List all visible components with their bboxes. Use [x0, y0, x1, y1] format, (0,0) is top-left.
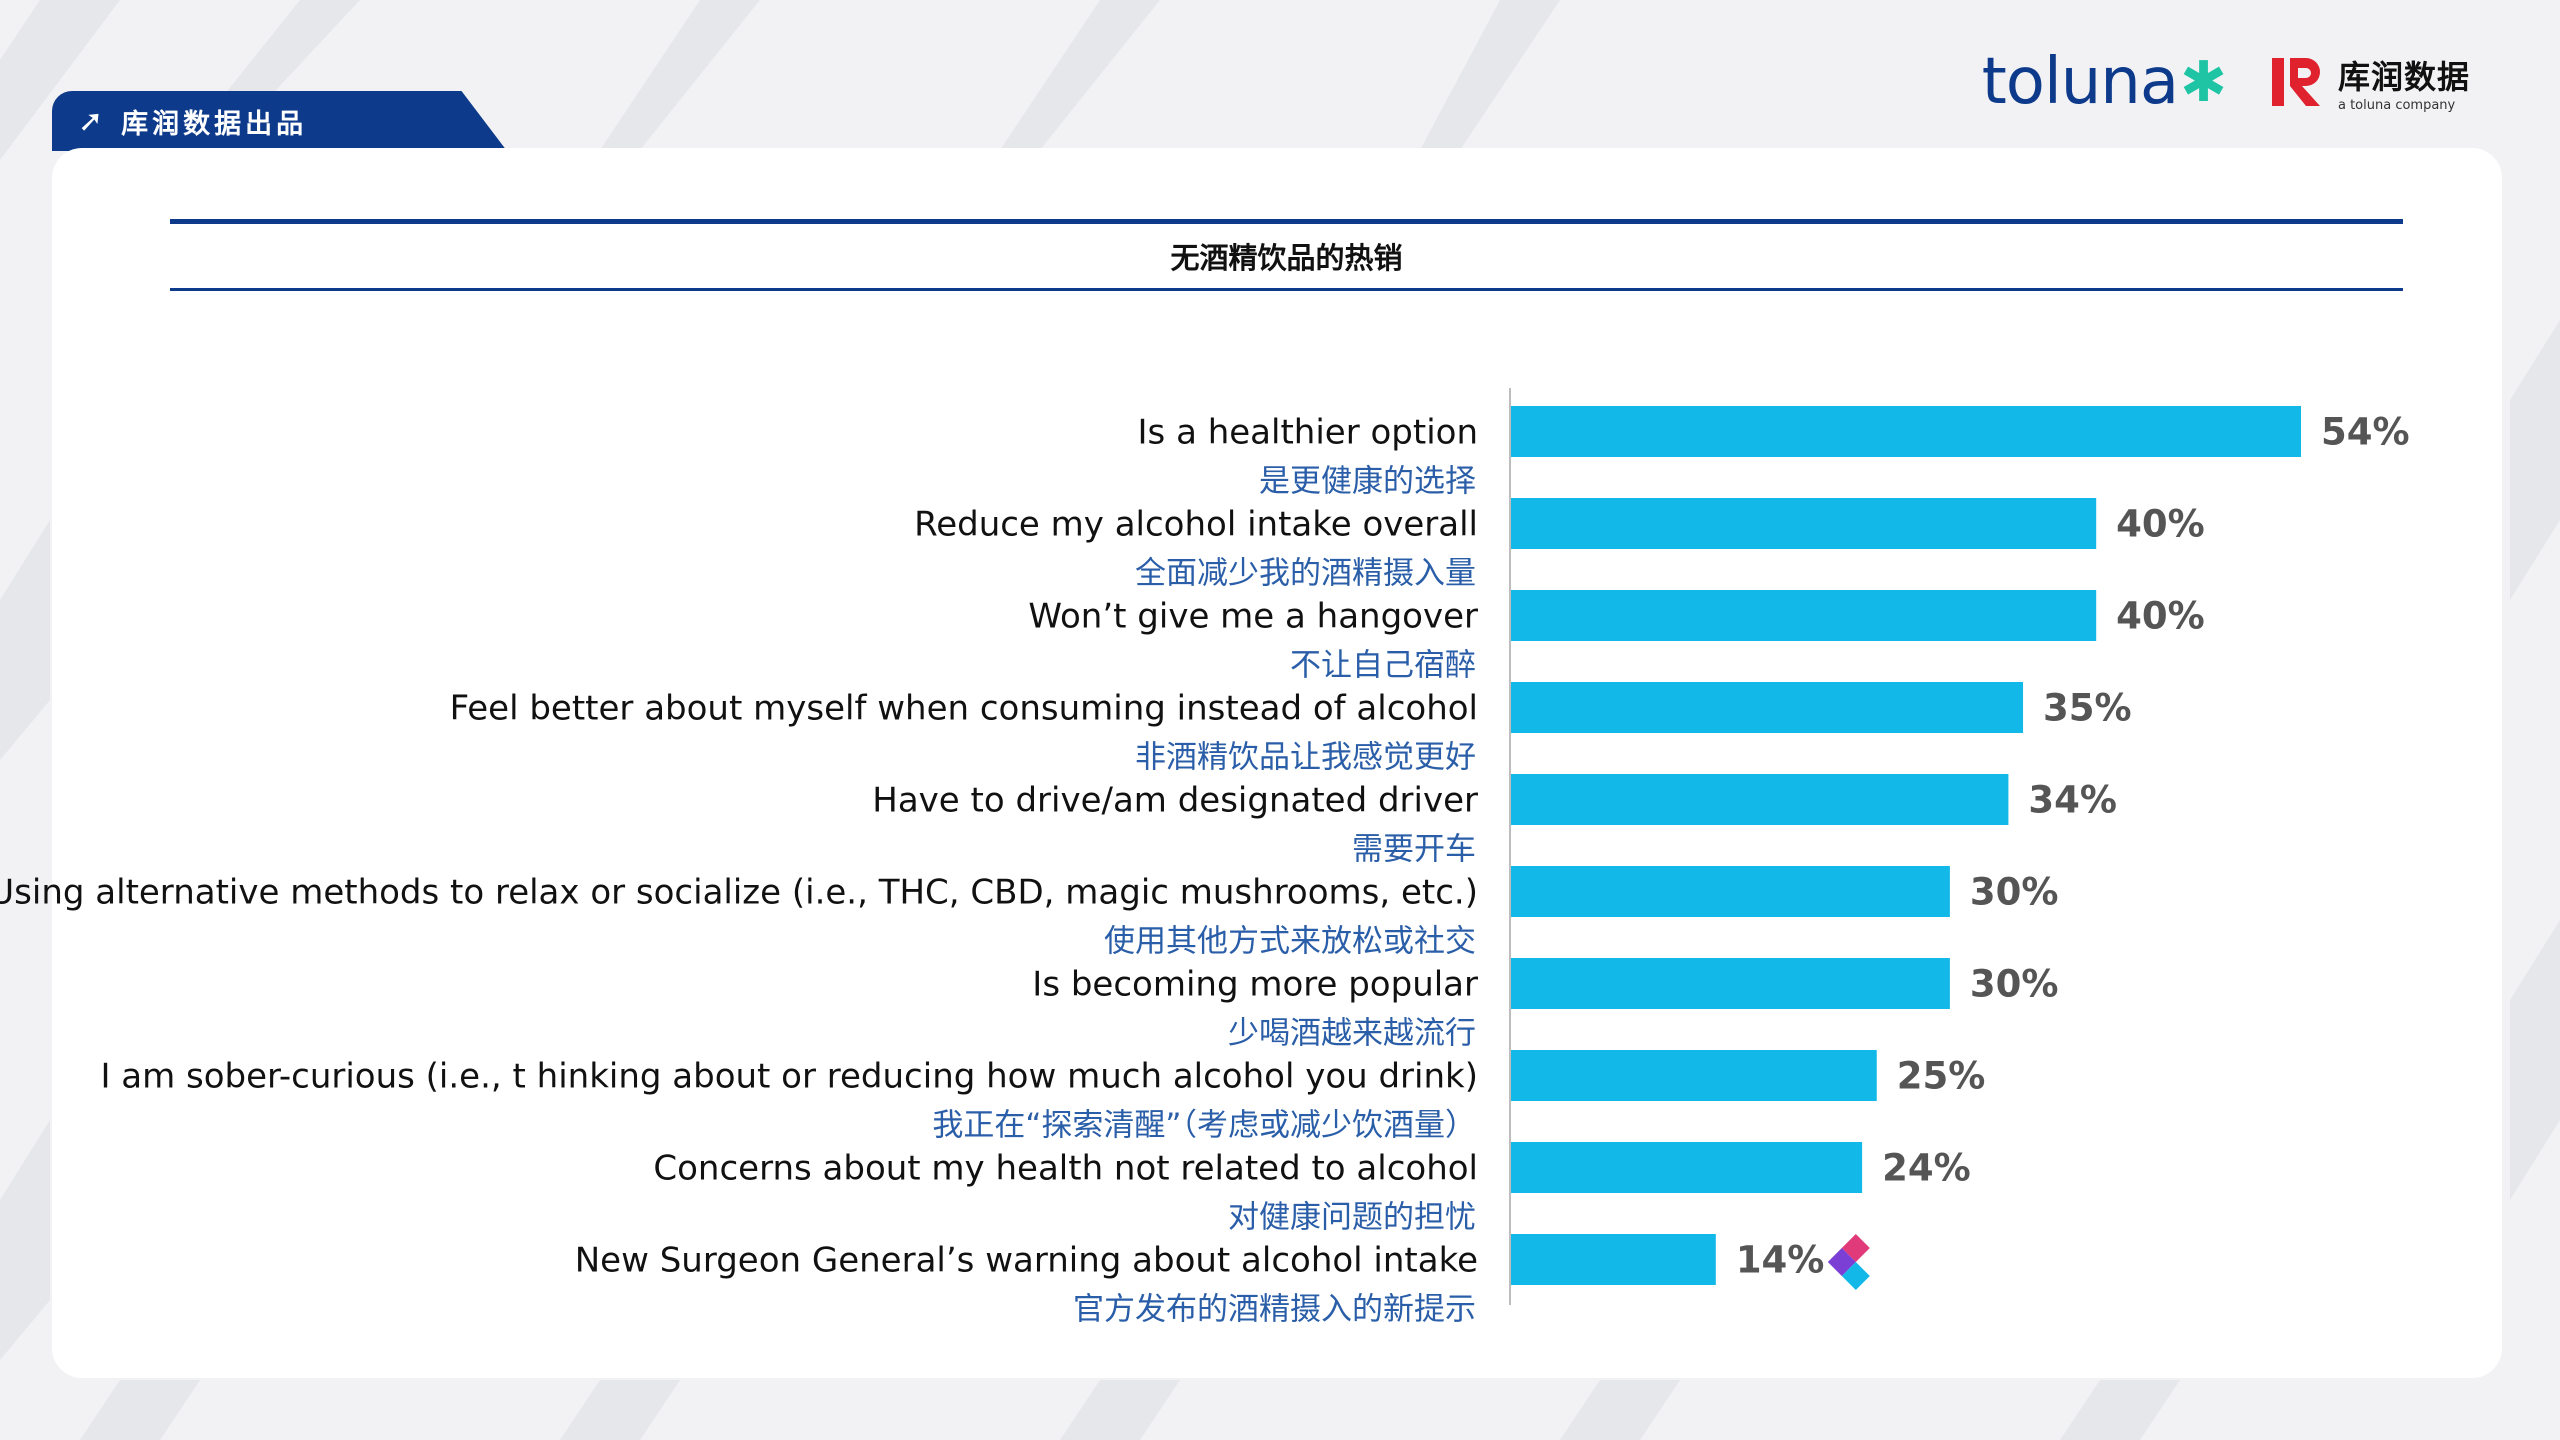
content-card	[52, 148, 2502, 1378]
data-label: 35%	[2043, 687, 2132, 730]
data-label: 34%	[2028, 779, 2117, 822]
toluna-wordmark: toluna	[1981, 45, 2179, 119]
tab-label: 库润数据出品	[121, 108, 308, 140]
category-label-cn: 官方发布的酒精摄入的新提示	[1073, 1292, 1476, 1328]
category-label: Feel better about myself when consuming …	[450, 689, 1478, 729]
category-label-cn: 对健康问题的担忧	[1228, 1200, 1476, 1236]
bar	[1511, 498, 2097, 549]
highlight-diamond-icon	[1827, 1234, 1870, 1290]
chart-title: 无酒精饮品的热销	[170, 219, 2403, 291]
category-label-cn: 非酒精饮品让我感觉更好	[1135, 740, 1476, 776]
toluna-logo: toluna ✱	[1981, 45, 2227, 119]
data-label: 40%	[2116, 595, 2205, 638]
bar	[1511, 682, 2024, 733]
asterisk-icon: ✱	[2180, 49, 2227, 115]
kr-wordmark: 库润数据	[2337, 57, 2470, 96]
category-label: Concerns about my health not related to …	[653, 1149, 1478, 1189]
category-label-cn: 需要开车	[1352, 832, 1476, 868]
category-label: Won’t give me a hangover	[1028, 597, 1478, 637]
data-label: 25%	[1897, 1055, 1986, 1098]
category-label: Using alternative methods to relax or so…	[0, 873, 1478, 913]
data-label: 24%	[1882, 1147, 1971, 1190]
data-label: 40%	[2116, 503, 2205, 546]
category-label: Reduce my alcohol intake overall	[914, 505, 1478, 545]
bar	[1511, 774, 2009, 825]
category-label: Is a healthier option	[1138, 413, 1478, 453]
arrow-icon: ➚	[78, 103, 104, 139]
bar	[1511, 590, 2097, 641]
category-label: I am sober-curious (i.e., t hinking abou…	[100, 1057, 1478, 1097]
kr-logo: 库润数据 a toluna company	[2268, 52, 2470, 113]
category-label: New Surgeon General’s warning about alco…	[575, 1241, 1478, 1281]
kr-mark-icon	[2271, 58, 2320, 106]
category-label-cn: 是更健康的选择	[1259, 464, 1476, 500]
bar	[1511, 958, 1950, 1009]
data-label: 30%	[1970, 963, 2059, 1006]
bar	[1511, 406, 2301, 457]
category-label-cn: 不让自己宿醉	[1290, 648, 1476, 684]
bar	[1511, 1234, 1716, 1285]
category-label-cn: 少喝酒越来越流行	[1228, 1016, 1476, 1052]
bar	[1511, 1142, 1863, 1193]
category-label-cn: 我正在“探索清醒”（考虑或减少饮酒量）	[932, 1108, 1476, 1144]
bar	[1511, 866, 1950, 917]
category-label: Have to drive/am designated driver	[872, 781, 1478, 821]
category-label-cn: 使用其他方式来放松或社交	[1104, 924, 1476, 960]
data-label: 30%	[1970, 871, 2059, 914]
category-label-cn: 全面减少我的酒精摄入量	[1135, 556, 1476, 592]
category-label: Is becoming more popular	[1032, 965, 1478, 1005]
section-tab: ➚ 库润数据出品	[52, 91, 507, 151]
data-label: 54%	[2321, 411, 2410, 454]
bar	[1511, 1050, 1877, 1101]
kr-subtitle: a toluna company	[2337, 97, 2456, 113]
brand-logos: toluna ✱ 库润数据 a toluna company	[1982, 42, 2470, 122]
data-label: 14%	[1736, 1239, 1825, 1282]
